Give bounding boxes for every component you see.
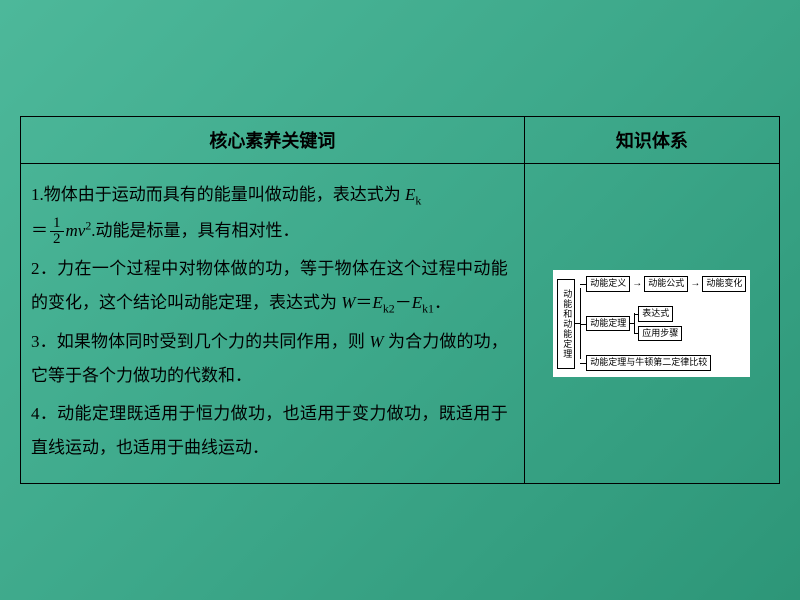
p1-text-c: .动能是标量，具有相对性．: [91, 221, 299, 240]
paragraph-4: 4．动能定理既适用于恒力做功，也适用于变力做功，既适用于直线运动，也适用于曲线运…: [31, 397, 508, 465]
var-ek: E: [405, 185, 415, 204]
var-mv: mv: [66, 221, 86, 240]
var-ek2-sub: k2: [383, 301, 395, 315]
minus: －: [395, 293, 412, 312]
node-change: 动能变化: [702, 276, 746, 292]
sub-row-2: 应用步骤: [638, 326, 682, 342]
p3-text-a: 3．如果物体同时受到几个力的共同作用，则: [31, 332, 369, 351]
var-w2: W: [369, 332, 383, 351]
node-theorem: 动能定理: [586, 316, 630, 332]
header-system: 知识体系: [524, 117, 779, 164]
node-expr: 表达式: [638, 306, 673, 322]
paragraph-3: 3．如果物体同时受到几个力的共同作用，则 W 为合力做的功，它等于各个力做功的代…: [31, 325, 508, 393]
main-table: 核心素养关键词 知识体系 1.物体由于运动而具有的能量叫做动能，表达式为 Ek …: [20, 116, 780, 483]
paragraph-2: 2．力在一个过程中对物体做的功，等于物体在这个过程中动能的变化，这个结论叫动能定…: [31, 252, 508, 321]
content-text-cell: 1.物体由于运动而具有的能量叫做动能，表达式为 Ek ＝12mv2.动能是标量，…: [21, 164, 525, 483]
p1-text-a: 1.物体由于运动而具有的能量叫做动能，表达式为: [31, 185, 405, 204]
arrow-icon: →: [632, 278, 642, 289]
frac-den: 2: [50, 232, 64, 247]
header-keywords: 核心素养关键词: [21, 117, 525, 164]
var-ek1: E: [412, 293, 422, 312]
diagram-cell: 动能和动能定理 动能定义 → 动能公式 → 动能变化 动能定理: [524, 164, 779, 483]
fraction-half: 12: [50, 216, 64, 247]
var-ek2: E: [372, 293, 382, 312]
var-ek1-sub: k1: [422, 301, 434, 315]
node-def: 动能定义: [586, 276, 630, 292]
arrow-icon: →: [690, 278, 700, 289]
frac-num: 1: [50, 216, 64, 232]
sub-row-1: 表达式: [638, 306, 682, 322]
branch-1: 动能定义 → 动能公式 → 动能变化: [586, 276, 746, 292]
branch-2: 动能定理 表达式 应用步骤: [586, 306, 746, 342]
branch-3: 动能定理与牛顿第二定律比较: [586, 355, 746, 371]
p2-end: ．: [434, 293, 451, 312]
node-compare: 动能定理与牛顿第二定律比较: [586, 355, 711, 371]
diagram-root: 动能和动能定理: [557, 279, 575, 369]
node-formula: 动能公式: [644, 276, 688, 292]
content-row: 1.物体由于运动而具有的能量叫做动能，表达式为 Ek ＝12mv2.动能是标量，…: [21, 164, 780, 483]
diagram-flex: 动能和动能定理 动能定义 → 动能公式 → 动能变化 动能定理: [557, 276, 746, 372]
equals-1: ＝: [31, 221, 48, 240]
equals-2: ＝: [355, 293, 372, 312]
knowledge-diagram: 动能和动能定理 动能定义 → 动能公式 → 动能变化 动能定理: [553, 270, 750, 378]
var-ek-sub: k: [415, 194, 421, 208]
paragraph-1: 1.物体由于运动而具有的能量叫做动能，表达式为 Ek ＝12mv2 .动能是标量，…: [31, 178, 508, 247]
branches: 动能定义 → 动能公式 → 动能变化 动能定理 表达式: [586, 276, 746, 372]
var-w: W: [341, 293, 355, 312]
header-row: 核心素养关键词 知识体系: [21, 117, 780, 164]
node-steps: 应用步骤: [638, 326, 682, 342]
sub-branches: 表达式 应用步骤: [638, 306, 682, 342]
